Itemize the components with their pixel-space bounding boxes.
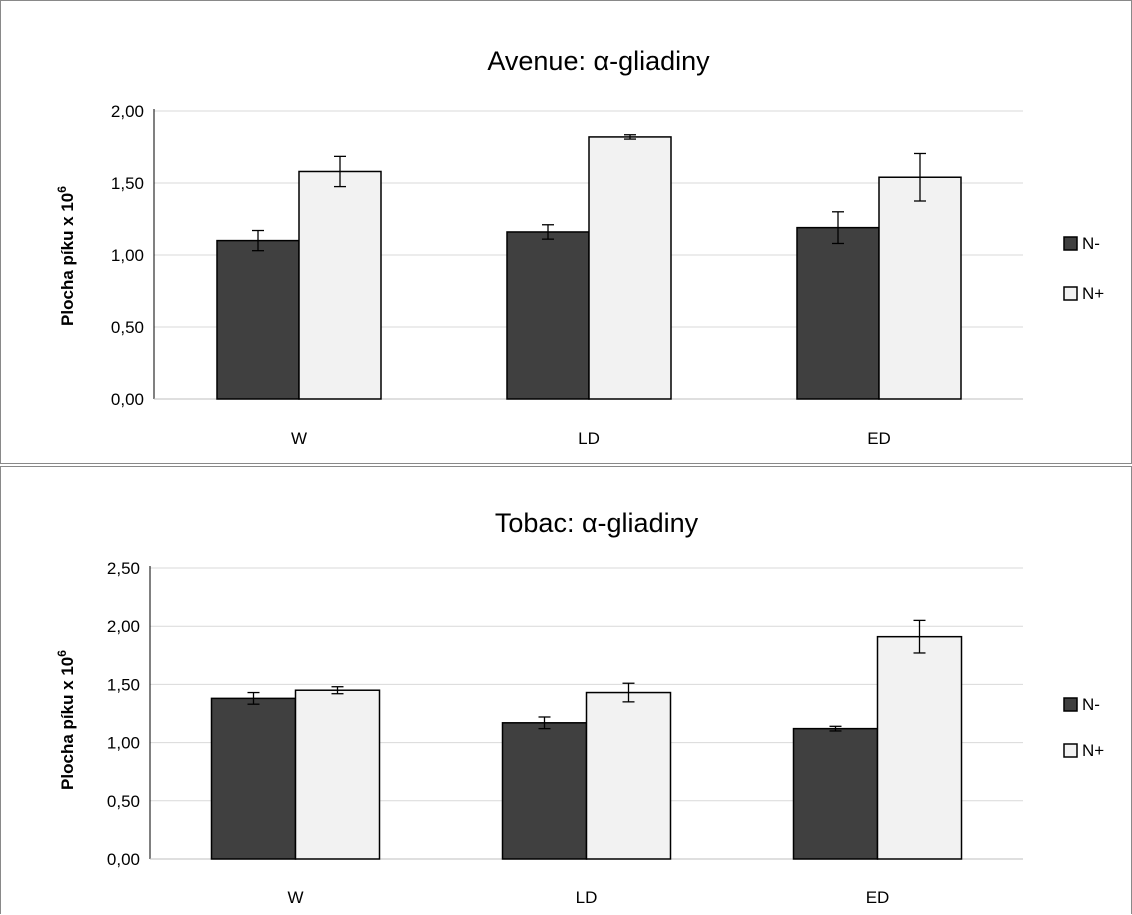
bar <box>878 176 962 400</box>
legend-swatch <box>1063 236 1078 251</box>
x-tick-label: LD <box>576 888 598 907</box>
y-tick-label: 1,00 <box>111 246 144 265</box>
legend-label: N- <box>1082 695 1100 714</box>
chart-title: Tobac: α-gliadiny <box>495 508 699 538</box>
legend-label: N- <box>1082 234 1100 253</box>
y-tick-label: 1,00 <box>107 734 140 753</box>
x-tick-label: W <box>291 429 307 448</box>
y-tick-label: 1,50 <box>111 174 144 193</box>
legend-swatch <box>1063 743 1078 758</box>
y-tick-label: 2,50 <box>107 559 140 578</box>
bar <box>506 231 590 400</box>
x-tick-label: LD <box>578 429 600 448</box>
bar <box>298 170 382 400</box>
bar <box>876 635 963 860</box>
bar <box>588 136 672 400</box>
legend-swatch <box>1063 286 1078 301</box>
bar <box>796 226 880 400</box>
bar <box>501 722 588 860</box>
y-axis-label: Plocha píku x 106 <box>55 186 77 326</box>
bar <box>210 697 297 860</box>
y-tick-label: 2,00 <box>107 617 140 636</box>
x-tick-label: ED <box>866 888 890 907</box>
chart-tobac: Tobac: α-gliadiny 0,00 0,50 1,00 1,50 2,00 2,5… <box>55 508 1104 907</box>
legend-label: N+ <box>1082 284 1104 303</box>
x-tick-label: W <box>287 888 303 907</box>
y-tick-label: 0,50 <box>111 318 144 337</box>
x-tick-label: ED <box>867 429 891 448</box>
bar <box>294 689 381 860</box>
bar <box>216 239 300 400</box>
y-tick-label: 0,50 <box>107 792 140 811</box>
chart-panel-tobac: Tobac: α-gliadiny 0,00 0,50 1,00 1,50 2,00 2,5… <box>0 466 1132 914</box>
y-tick-label: 2,00 <box>111 102 144 121</box>
bar <box>585 691 672 860</box>
y-tick-label: 1,50 <box>107 675 140 694</box>
legend-swatch <box>1063 697 1078 712</box>
y-axis-label: Plocha píku x 106 <box>55 650 77 790</box>
chart-avenue: Avenue: α-gliadiny 0,00 0,50 1,00 1,50 2,00 W L… <box>55 46 1104 448</box>
legend-label: N+ <box>1082 741 1104 760</box>
y-tick-label: 0,00 <box>111 390 144 409</box>
y-tick-label: 0,00 <box>107 850 140 869</box>
chart-panel-avenue: Avenue: α-gliadiny 0,00 0,50 1,00 1,50 2,00 W L… <box>0 0 1132 464</box>
chart-title: Avenue: α-gliadiny <box>487 46 710 76</box>
bar <box>792 727 879 860</box>
